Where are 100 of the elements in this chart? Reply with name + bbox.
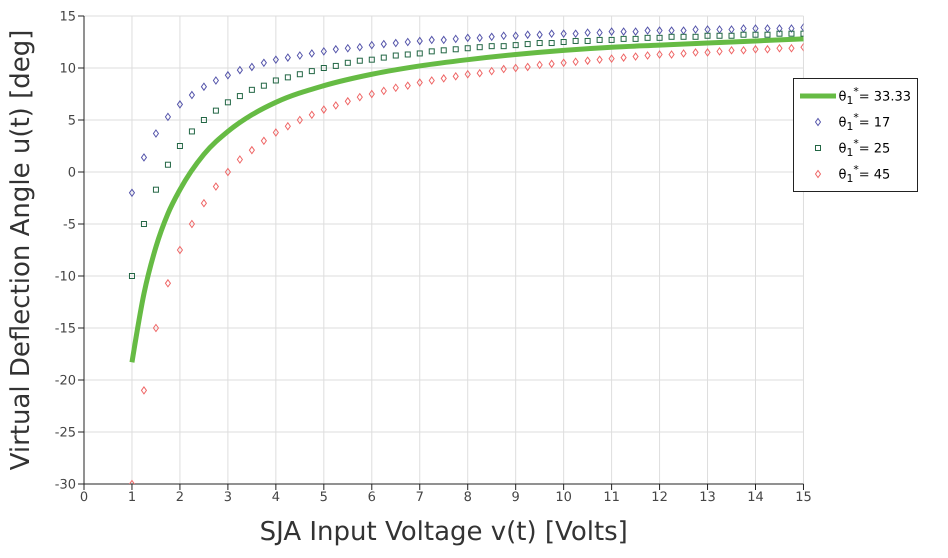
- point: [620, 36, 627, 42]
- point: [296, 71, 303, 78]
- point: [656, 34, 663, 41]
- y-tick-label: -10: [54, 270, 76, 285]
- point: [344, 44, 351, 52]
- point: [308, 49, 315, 58]
- point: [176, 246, 183, 254]
- legend-label: θ$_{1}$$^{*}$= 33.33: [838, 85, 911, 107]
- point: [308, 68, 315, 74]
- point: [572, 38, 579, 44]
- point: [560, 58, 567, 67]
- point: [536, 30, 543, 39]
- point: [164, 279, 171, 288]
- point: [596, 28, 603, 37]
- point: [272, 56, 279, 64]
- point: [428, 48, 435, 54]
- point: [692, 34, 699, 40]
- point: [548, 40, 555, 46]
- point: [560, 39, 567, 45]
- point: [164, 112, 171, 121]
- legend-label: θ$_{1}$$^{*}$= 25: [838, 137, 890, 159]
- point: [728, 46, 735, 54]
- y-tick-label: -5: [63, 218, 76, 233]
- point: [200, 199, 207, 208]
- point: [224, 71, 231, 80]
- point: [272, 128, 279, 136]
- point: [404, 51, 411, 58]
- point: [236, 93, 243, 100]
- point: [740, 46, 747, 54]
- point: [668, 50, 675, 58]
- point: [452, 72, 459, 80]
- point: [224, 168, 231, 176]
- point: [512, 32, 519, 40]
- point: [524, 30, 531, 39]
- point: [644, 26, 651, 35]
- y-tick-label: -20: [54, 374, 76, 389]
- x-tick-label: 6: [368, 490, 376, 506]
- point: [380, 54, 387, 61]
- point: [404, 38, 411, 46]
- point: [440, 74, 447, 82]
- point: [176, 100, 183, 108]
- point: [656, 50, 663, 58]
- point: [668, 34, 675, 40]
- point: [356, 93, 363, 102]
- point: [368, 41, 375, 50]
- point: [512, 64, 519, 72]
- point: [632, 36, 639, 42]
- x-tick-label: 3: [224, 490, 232, 506]
- point: [332, 45, 339, 54]
- point: [452, 46, 459, 52]
- point: [368, 90, 375, 98]
- point: [296, 52, 303, 60]
- point: [536, 60, 543, 69]
- point: [236, 66, 243, 74]
- point: [584, 38, 591, 44]
- point: [788, 44, 794, 52]
- point: [440, 36, 447, 44]
- point: [716, 47, 723, 56]
- point: [488, 43, 495, 50]
- legend-label: θ$_{1}$$^{*}$= 17: [838, 111, 890, 133]
- point: [524, 41, 531, 48]
- x-tick-label: 12: [651, 490, 668, 506]
- point: [332, 101, 339, 110]
- point: [500, 32, 507, 40]
- point: [140, 386, 147, 394]
- point: [248, 86, 255, 93]
- point: [320, 106, 327, 114]
- point: [788, 24, 794, 32]
- point: [260, 136, 267, 145]
- point: [584, 28, 591, 37]
- point: [308, 110, 315, 119]
- point: [260, 58, 267, 67]
- point: [668, 26, 675, 35]
- point: [248, 62, 255, 71]
- point: [380, 40, 387, 48]
- x-tick-label: 5: [320, 490, 328, 506]
- point: [620, 54, 627, 62]
- point: [788, 30, 794, 37]
- point: [572, 58, 579, 66]
- point: [212, 182, 219, 191]
- point: [356, 43, 363, 52]
- point: [380, 86, 387, 95]
- point: [632, 52, 639, 61]
- x-tick-label: 2: [176, 490, 184, 506]
- point: [608, 54, 615, 63]
- point: [752, 45, 759, 54]
- point: [776, 24, 782, 32]
- point: [680, 34, 687, 40]
- point: [740, 24, 747, 32]
- point: [620, 28, 627, 36]
- y-tick-label: 10: [59, 62, 76, 77]
- x-tick-label: 4: [272, 490, 280, 506]
- point: [284, 54, 291, 62]
- point: [464, 45, 471, 52]
- point: [656, 26, 663, 35]
- y-tick-label: -25: [54, 426, 76, 441]
- point: [488, 32, 495, 41]
- point: [272, 77, 279, 84]
- point: [248, 146, 255, 154]
- point: [416, 36, 423, 45]
